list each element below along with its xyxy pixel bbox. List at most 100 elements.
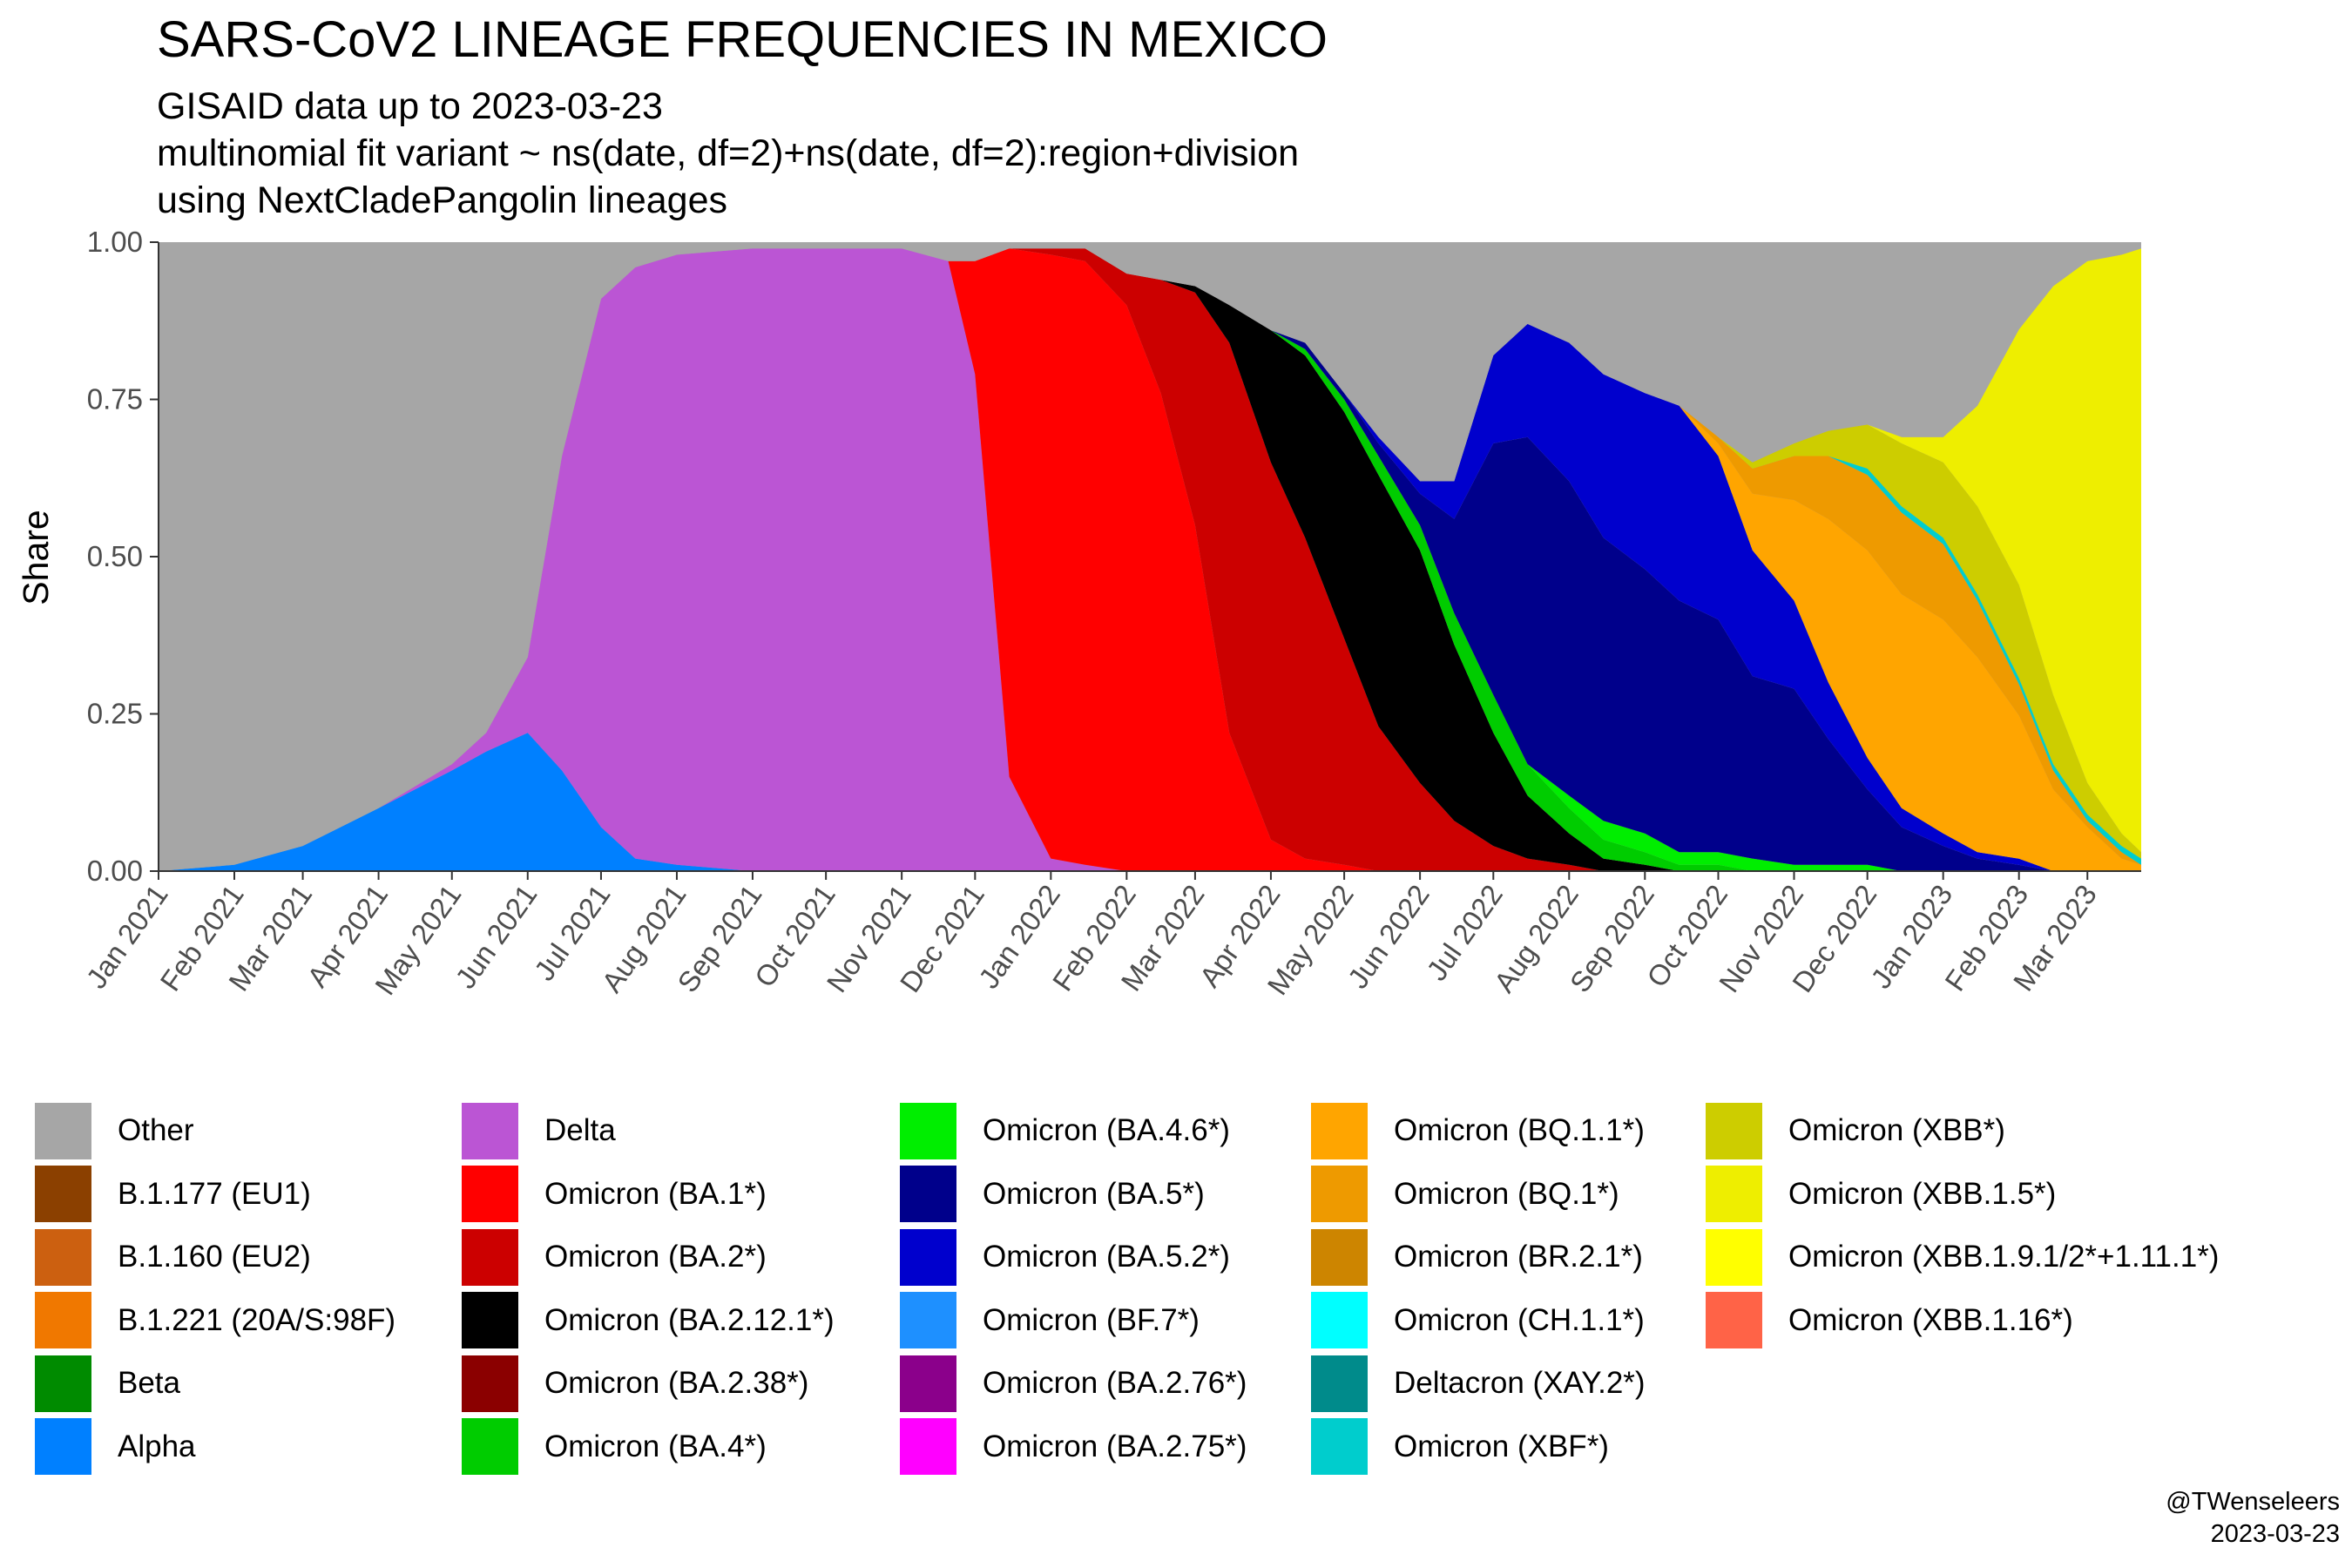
legend-item: Omicron (BA.2*): [462, 1226, 767, 1288]
legend-item: Omicron (BA.2.75*): [900, 1416, 1247, 1478]
area-alpha: [159, 733, 2141, 871]
y-tick-label: 0.75: [87, 383, 143, 416]
legend-label: Omicron (XBF*): [1394, 1429, 1609, 1463]
legend-label: Omicron (BA.2.38*): [544, 1366, 809, 1400]
legend-item: Beta: [35, 1352, 180, 1415]
area-omicron-ba-1: [159, 248, 2141, 871]
legend-item: B.1.160 (EU2): [35, 1226, 311, 1288]
legend-label: B.1.177 (EU1): [118, 1176, 311, 1211]
y-tick-label: 0.25: [87, 698, 143, 730]
credit-date: 2023-03-23: [2210, 1520, 2340, 1548]
legend-swatch: [1706, 1102, 1762, 1159]
legend-swatch: [35, 1228, 91, 1286]
legend-swatch: [462, 1355, 518, 1412]
legend-label: Omicron (BA.5.2*): [983, 1240, 1230, 1274]
legend-item: Omicron (BQ.1*): [1311, 1163, 1619, 1226]
legend-swatch: [462, 1418, 518, 1475]
credit-block: @TWenseleers 2023-03-23: [2166, 1486, 2340, 1551]
legend-item: Omicron (XBB.1.9.1/2*+1.11.1*): [1706, 1226, 2219, 1288]
legend-label: Other: [118, 1113, 194, 1147]
chart-title: SARS-CoV2 LINEAGE FREQUENCIES IN MEXICO: [157, 11, 1328, 68]
legend-label: Omicron (XBB*): [1788, 1113, 2005, 1147]
legend-item: Deltacron (XAY.2*): [1311, 1352, 1646, 1415]
area-omicron-bq-1-1: [159, 248, 2141, 871]
legend-label: Omicron (BQ.1.1*): [1394, 1113, 1645, 1147]
legend-swatch: [900, 1166, 956, 1222]
legend-label: Omicron (BA.2.75*): [983, 1429, 1247, 1463]
legend-item: Omicron (BA.2.38*): [462, 1352, 808, 1415]
area-omicron-ba-5: [159, 248, 2141, 871]
legend-item: Omicron (CH.1.1*): [1311, 1289, 1645, 1352]
legend-label: Omicron (CH.1.1*): [1394, 1302, 1645, 1337]
y-tick-label: 0.50: [87, 540, 143, 572]
legend-item: B.1.177 (EU1): [35, 1163, 311, 1226]
legend-swatch: [1311, 1418, 1368, 1475]
legend-swatch: [462, 1102, 518, 1159]
chart-subtitle-lineages: using NextCladePangolin lineages: [157, 179, 727, 221]
legend-swatch: [1311, 1228, 1368, 1286]
legend-item: Alpha: [35, 1416, 196, 1478]
legend-item: Omicron (BA.5.2*): [900, 1226, 1230, 1288]
legend-swatch: [462, 1228, 518, 1286]
legend-item: Omicron (XBB*): [1706, 1099, 2005, 1162]
legend-label: Omicron (XBB.1.5*): [1788, 1176, 2057, 1211]
legend-label: Omicron (BA.2.76*): [983, 1366, 1247, 1400]
y-axis-label: Share: [16, 510, 56, 605]
chart-subtitle-data-source: GISAID data up to 2023-03-23: [157, 85, 663, 127]
legend-swatch: [462, 1166, 518, 1222]
legend-swatch: [35, 1292, 91, 1348]
legend-item: Omicron (XBF*): [1311, 1416, 1609, 1478]
legend-label: Omicron (XBB.1.16*): [1788, 1302, 2073, 1337]
legend-swatch: [1311, 1166, 1368, 1222]
area-other: [159, 242, 2141, 871]
legend-item: Omicron (BA.4.6*): [900, 1099, 1230, 1162]
legend-label: B.1.221 (20A/S:98F): [118, 1302, 396, 1337]
legend-swatch: [1706, 1166, 1762, 1222]
legend-label: Deltacron (XAY.2*): [1394, 1366, 1646, 1400]
legend-item: B.1.221 (20A/S:98F): [35, 1289, 395, 1352]
legend-label: Omicron (BA.5*): [983, 1176, 1205, 1211]
legend-swatch: [35, 1166, 91, 1222]
legend-label: Omicron (BA.4.6*): [983, 1113, 1230, 1147]
legend-item: Omicron (XBB.1.16*): [1706, 1289, 2073, 1352]
legend-label: Omicron (BA.2.12.1*): [544, 1302, 835, 1337]
legend-swatch: [900, 1355, 956, 1412]
legend-label: Omicron (BF.7*): [983, 1302, 1200, 1337]
legend-item: Omicron (BA.2.76*): [900, 1352, 1247, 1415]
legend-swatch: [1311, 1292, 1368, 1348]
legend: Other B.1.177 (EU1) B.1.160 (EU2) B.1.221 (…: [35, 1099, 2335, 1483]
legend-label: Omicron (BA.1*): [544, 1176, 767, 1211]
legend-item: Delta: [462, 1099, 616, 1162]
legend-item: Omicron (BQ.1.1*): [1311, 1099, 1645, 1162]
y-tick-label: 0.00: [87, 855, 143, 887]
legend-label: Omicron (XBB.1.9.1/2*+1.11.1*): [1788, 1240, 2220, 1274]
legend-swatch: [1311, 1102, 1368, 1159]
legend-swatch: [462, 1292, 518, 1348]
legend-swatch: [900, 1228, 956, 1286]
legend-label: Omicron (BA.4*): [544, 1429, 767, 1463]
area-omicron-ba-5-2: [159, 248, 2141, 871]
legend-label: Omicron (BR.2.1*): [1394, 1240, 1643, 1274]
legend-item: Omicron (BA.2.12.1*): [462, 1289, 835, 1352]
legend-swatch: [900, 1292, 956, 1348]
area-delta: [159, 248, 2141, 871]
legend-swatch: [35, 1418, 91, 1475]
legend-swatch: [1311, 1355, 1368, 1412]
chart-subtitle-model: multinomial fit variant ~ ns(date, df=2)…: [157, 132, 1300, 174]
legend-item: Omicron (XBB.1.5*): [1706, 1163, 2056, 1226]
y-axis: 0.00 0.25 0.50 0.75 1.00: [87, 226, 159, 887]
area-series-group: [159, 242, 2141, 871]
legend-swatch: [1706, 1292, 1762, 1348]
legend-item: Omicron (BF.7*): [900, 1289, 1200, 1352]
y-tick-label: 1.00: [87, 226, 143, 258]
legend-item: Other: [35, 1099, 194, 1162]
legend-label: Delta: [544, 1113, 616, 1147]
legend-item: Omicron (BR.2.1*): [1311, 1226, 1643, 1288]
legend-label: Alpha: [118, 1429, 196, 1463]
legend-label: Beta: [118, 1366, 180, 1400]
legend-item: Omicron (BA.5*): [900, 1163, 1205, 1226]
credit-handle: @TWenseleers: [2166, 1488, 2340, 1516]
legend-label: Omicron (BA.2*): [544, 1240, 767, 1274]
